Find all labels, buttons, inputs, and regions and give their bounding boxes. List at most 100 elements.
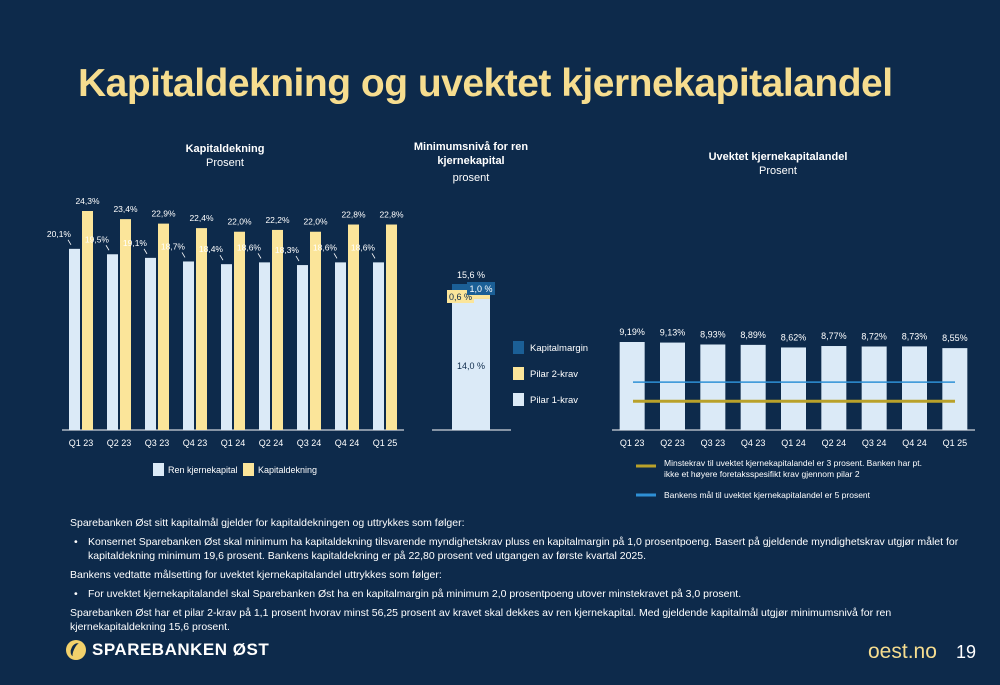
chart2-subtitle: prosent bbox=[453, 172, 490, 184]
chart1-bar-kapital bbox=[386, 224, 397, 430]
chart1-data-label: 18,4% bbox=[199, 244, 224, 254]
chart3-tick-label: Q3 23 bbox=[701, 438, 726, 448]
chart1-title: Kapitaldekning bbox=[186, 143, 265, 155]
chart1-bar-ren bbox=[335, 262, 346, 430]
chart3-tick-label: Q3 24 bbox=[862, 438, 887, 448]
chart1-legend-swatch bbox=[243, 463, 254, 476]
chart1-tick-label: Q3 24 bbox=[297, 438, 322, 448]
chart1-bar-ren bbox=[373, 262, 384, 430]
chart1-data-label: 18,3% bbox=[275, 245, 300, 255]
chart1-tick-label: Q2 24 bbox=[259, 438, 284, 448]
chart1-bar-ren bbox=[145, 257, 156, 430]
chart1-tick-label: Q1 23 bbox=[69, 438, 94, 448]
chart1-tick-label: Q1 25 bbox=[373, 438, 398, 448]
chart3-tick-label: Q4 23 bbox=[741, 438, 766, 448]
chart1-data-label: 23,4% bbox=[113, 204, 138, 214]
chart1-data-label: 19,1% bbox=[123, 238, 148, 248]
chart1-bar-ren bbox=[221, 264, 232, 430]
chart1-legend-swatch bbox=[153, 463, 164, 476]
chart2-callout-box bbox=[467, 282, 495, 295]
footer-url[interactable]: oest.no bbox=[868, 640, 937, 663]
chart2-title: kjernekapital bbox=[437, 155, 504, 167]
chart1-tick-label: Q3 23 bbox=[145, 438, 170, 448]
chart1-bar-ren bbox=[107, 254, 118, 430]
paragraph-pillar2: Sparebanken Øst har et pilar 2-krav på 1… bbox=[70, 607, 892, 633]
bullet-leverage-goal: For uvektet kjernekapitalandel skal Spar… bbox=[70, 587, 975, 601]
logo-icon bbox=[66, 640, 86, 660]
chart1-tick-label: Q4 24 bbox=[335, 438, 360, 448]
chart1-bar-ren bbox=[297, 265, 308, 430]
chart3-tick-label: Q1 24 bbox=[781, 438, 806, 448]
chart3-data-label: 8,62% bbox=[781, 332, 807, 342]
chart1-bar-kapital bbox=[82, 211, 93, 430]
paragraph-leverage-goal: Bankens vedtatte målsetting for uvektet … bbox=[70, 569, 442, 581]
chart1-data-label: 19,5% bbox=[85, 234, 110, 244]
chart3-tick-label: Q4 24 bbox=[902, 438, 927, 448]
chart1-bar-kapital bbox=[120, 219, 131, 430]
chart2-segment-label: 14,0 % bbox=[457, 361, 485, 371]
chart2-legend-swatch bbox=[513, 341, 524, 354]
chart1-data-label: 18,6% bbox=[313, 242, 338, 252]
chart1-tick-label: Q2 23 bbox=[107, 438, 132, 448]
chart1-subtitle: Prosent bbox=[206, 157, 244, 169]
chart1-leader-line bbox=[181, 252, 186, 258]
chart1-bar-ren bbox=[259, 262, 270, 430]
page-number: 19 bbox=[956, 642, 977, 662]
chart1-tick-label: Q1 24 bbox=[221, 438, 246, 448]
chart1-bar-ren bbox=[183, 261, 194, 430]
chart3-tick-label: Q2 23 bbox=[660, 438, 685, 448]
paragraph-capital-goal: Sparebanken Øst sitt kapitalmål gjelder … bbox=[70, 517, 465, 529]
chart3-data-label: 8,73% bbox=[902, 331, 928, 341]
chart2-segment bbox=[452, 298, 490, 430]
chart1-bar-kapital bbox=[348, 224, 359, 430]
chart1-bar-ren bbox=[69, 248, 80, 430]
chart2-legend-label: Pilar 2-krav bbox=[530, 369, 578, 380]
chart1-bar-kapital bbox=[196, 228, 207, 430]
chart3-bar bbox=[619, 342, 645, 430]
chart1-data-label: 22,8% bbox=[379, 210, 404, 220]
chart1-leader-line bbox=[143, 248, 148, 255]
chart1-tick-label: Q4 23 bbox=[183, 438, 208, 448]
chart1-data-label: 20,1% bbox=[47, 229, 72, 239]
chart1-leader-line bbox=[257, 253, 262, 259]
chart2-segment-label: 1,0 % bbox=[469, 284, 492, 294]
chart1-leader-line bbox=[67, 239, 72, 246]
explanatory-text: Sparebanken Øst sitt kapitalmål gjelder … bbox=[70, 516, 975, 639]
chart1-leader-line bbox=[105, 245, 110, 251]
chart1-leader-line bbox=[333, 253, 338, 259]
chart3-legend-label: ikke et høyere foretaksspesifikt krav gj… bbox=[664, 469, 860, 479]
chart1-leader-line bbox=[295, 255, 300, 262]
page-title: Kapitaldekning og uvektet kjernekapitala… bbox=[78, 62, 893, 105]
chart3-data-label: 8,89% bbox=[740, 330, 766, 340]
chart3-title: Uvektet kjernekapitalandel bbox=[709, 151, 848, 163]
chart1-leader-line bbox=[371, 253, 376, 259]
chart3-bar bbox=[821, 346, 847, 430]
logo-text: SPAREBANKEN ØST bbox=[92, 640, 270, 659]
chart3-data-label: 8,77% bbox=[821, 331, 847, 341]
chart3-data-label: 8,93% bbox=[700, 329, 726, 339]
chart3-subtitle: Prosent bbox=[759, 165, 797, 177]
chart1-data-label: 22,2% bbox=[265, 215, 290, 225]
chart1-legend-label: Ren kjernekapital bbox=[168, 465, 238, 475]
chart3-bar bbox=[902, 346, 927, 430]
chart3-tick-label: Q2 24 bbox=[822, 438, 847, 448]
chart3-data-label: 9,19% bbox=[619, 327, 645, 337]
chart3-bar bbox=[700, 344, 726, 430]
chart1-bar-kapital bbox=[272, 229, 283, 430]
chart3-data-label: 8,55% bbox=[942, 333, 968, 343]
chart1-leader-line bbox=[219, 254, 224, 261]
chart3-data-label: 8,72% bbox=[861, 332, 887, 342]
chart3-bar bbox=[861, 346, 887, 430]
chart2-segment-label: 0,6 % bbox=[449, 292, 472, 302]
chart3-legend-label: Bankens mål til uvektet kjernekapitaland… bbox=[664, 490, 871, 500]
chart3-legend-label: Minstekrav til uvektet kjernekapitalande… bbox=[664, 458, 922, 468]
chart3-bar bbox=[942, 348, 968, 430]
chart1-bar-kapital bbox=[310, 231, 321, 430]
chart3-tick-label: Q1 23 bbox=[620, 438, 645, 448]
chart2-total-label: 15,6 % bbox=[457, 270, 485, 280]
chart1-data-label: 22,9% bbox=[151, 209, 176, 219]
chart1-legend-label: Kapitaldekning bbox=[258, 465, 317, 475]
chart1-bar-kapital bbox=[234, 231, 245, 430]
chart3-bar bbox=[660, 342, 685, 430]
